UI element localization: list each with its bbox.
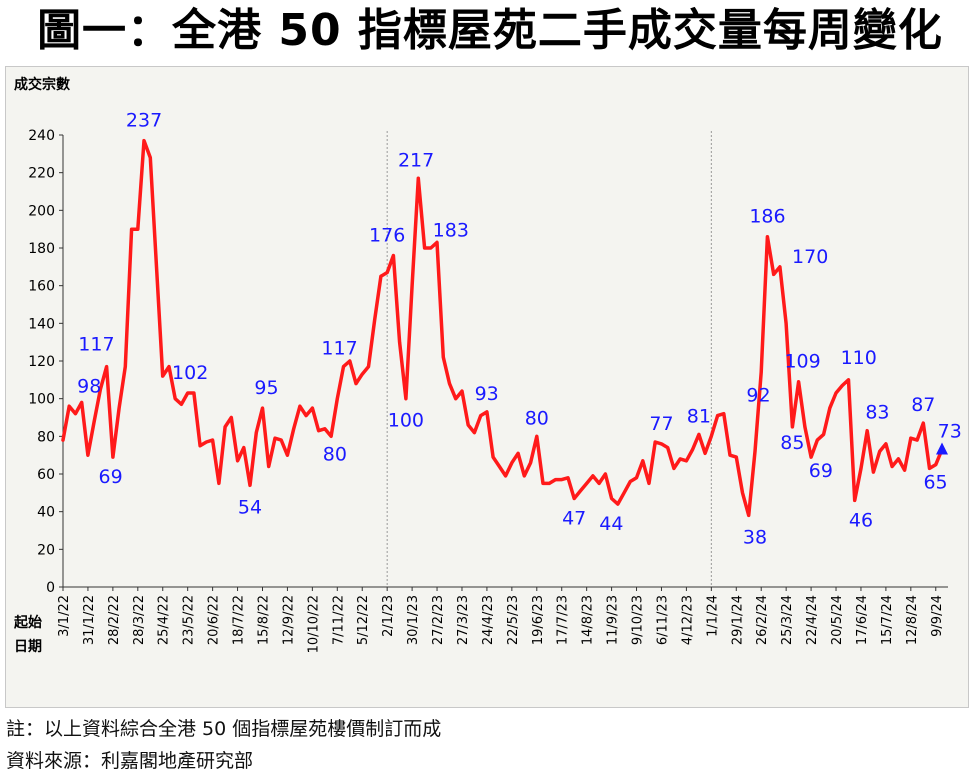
data-label: 237 <box>126 110 162 132</box>
data-label: 38 <box>743 526 767 548</box>
chart-panel: 成交宗數起始日期 0 20 40 60 80 100 120 140 160 180 200 220 2… <box>5 66 969 708</box>
y-tick-label: 60 <box>37 467 55 483</box>
x-tick-label: 18/7/22 <box>232 595 247 645</box>
x-tick-label: 12/8/24 <box>905 595 920 645</box>
data-label: 117 <box>78 334 114 356</box>
x-axis-title-line2: 日期 <box>14 639 42 655</box>
x-tick-label: 4/12/23 <box>680 595 695 645</box>
data-label: 44 <box>599 513 623 535</box>
x-tick-label: 27/3/23 <box>456 595 471 645</box>
y-tick-label: 160 <box>28 279 55 295</box>
data-label: 69 <box>99 466 123 488</box>
x-tick-label: 17/6/24 <box>855 595 870 645</box>
data-label: 109 <box>784 351 820 373</box>
data-label: 95 <box>254 377 278 399</box>
x-tick-label: 7/11/22 <box>331 595 346 645</box>
data-label: 85 <box>780 432 804 454</box>
data-label: 217 <box>398 149 434 171</box>
y-tick-label: 100 <box>28 392 55 408</box>
data-label: 73 <box>938 421 962 443</box>
data-label: 87 <box>911 394 935 416</box>
data-label: 117 <box>321 338 357 360</box>
y-tick-label: 220 <box>28 166 55 182</box>
data-label: 93 <box>475 383 499 405</box>
x-tick-label: 6/11/23 <box>655 595 670 645</box>
x-tick-label: 23/5/22 <box>182 595 197 645</box>
x-tick-label: 31/1/22 <box>82 595 97 645</box>
y-tick-label: 140 <box>28 316 55 332</box>
x-tick-label: 22/4/24 <box>805 595 820 645</box>
x-tick-label: 28/3/22 <box>132 595 147 645</box>
series-line <box>61 138 944 518</box>
data-label: 176 <box>369 225 405 247</box>
data-label: 110 <box>841 347 877 369</box>
y-tick-label: 240 <box>28 128 55 144</box>
data-label: 186 <box>749 206 785 228</box>
x-tick-label: 25/3/24 <box>780 595 795 645</box>
x-tick-label: 15/8/22 <box>256 595 271 645</box>
last-point-marker <box>936 442 948 455</box>
x-tick-label: 29/1/24 <box>730 595 745 645</box>
footnote: 註：以上資料綜合全港 50 個指標屋苑樓價制訂而成 <box>6 718 442 740</box>
data-label: 100 <box>388 410 424 432</box>
y-axis-title: 成交宗數 <box>14 76 70 93</box>
data-label: 77 <box>649 413 673 435</box>
data-label: 102 <box>172 362 208 384</box>
data-label: 54 <box>238 496 262 518</box>
x-tick-label: 2/1/23 <box>381 595 396 637</box>
x-tick-label: 26/2/24 <box>755 595 770 645</box>
x-tick-label: 17/7/23 <box>556 595 571 645</box>
x-tick-label: 15/7/24 <box>880 595 895 645</box>
x-tick-label: 27/2/23 <box>431 595 446 645</box>
x-tick-label: 14/8/23 <box>581 595 596 645</box>
x-tick-label: 12/9/22 <box>281 595 296 645</box>
x-tick-label: 11/9/23 <box>606 595 621 645</box>
y-tick-label: 0 <box>46 580 55 596</box>
chart-title: 圖一：全港 50 指標屋苑二手成交量每周變化 <box>37 5 943 56</box>
x-tick-label: 19/6/23 <box>531 595 546 645</box>
x-tick-label: 10/10/22 <box>306 595 321 653</box>
x-tick-label: 20/5/24 <box>830 595 845 645</box>
data-label: 46 <box>849 509 873 531</box>
y-tick-label: 40 <box>37 505 55 521</box>
x-tick-label: 25/4/22 <box>157 595 172 645</box>
data-label: 98 <box>77 375 101 397</box>
data-label: 47 <box>562 507 586 529</box>
data-label: 65 <box>923 472 947 494</box>
x-tick-label: 3/1/22 <box>57 595 72 637</box>
x-tick-label: 24/4/23 <box>481 595 496 645</box>
data-label: 183 <box>433 219 469 241</box>
x-tick-label: 30/1/23 <box>406 595 421 645</box>
x-tick-label: 5/12/22 <box>356 595 371 645</box>
data-label: 69 <box>809 460 833 482</box>
x-tick-label: 22/5/23 <box>506 595 521 645</box>
x-tick-label: 28/2/22 <box>107 595 122 645</box>
y-tick-label: 120 <box>28 354 55 370</box>
data-label: 80 <box>525 407 549 429</box>
y-tick-label: 200 <box>28 203 55 219</box>
data-label: 170 <box>792 246 828 268</box>
source-note: 資料來源：利嘉閣地產研究部 <box>6 750 254 772</box>
y-tick-label: 180 <box>28 241 55 257</box>
x-tick-label: 9/9/24 <box>930 595 945 637</box>
data-label: 81 <box>687 405 711 427</box>
data-label: 92 <box>746 385 770 407</box>
x-axis-title-line1: 起始 <box>13 614 42 631</box>
x-tick-label: 1/1/24 <box>705 595 720 637</box>
x-tick-label: 20/6/22 <box>207 595 222 645</box>
y-tick-label: 20 <box>37 542 55 558</box>
x-tick-label: 9/10/23 <box>631 595 646 645</box>
data-label: 83 <box>865 402 889 424</box>
data-label: 80 <box>323 443 347 465</box>
y-tick-label: 80 <box>37 429 55 445</box>
